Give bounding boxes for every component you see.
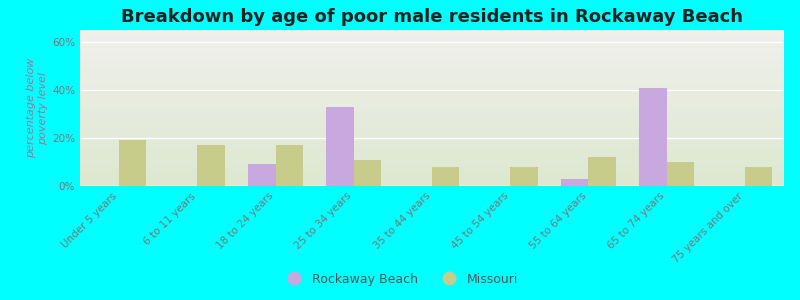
Bar [326,107,354,186]
Bar [745,167,772,186]
Bar [589,157,616,186]
Legend: Rockaway Beach, Missouri: Rockaway Beach, Missouri [277,268,523,291]
Bar [510,167,538,186]
Bar [119,140,146,186]
Bar [639,88,666,186]
Bar [248,164,275,186]
Y-axis label: percentage below
poverty level: percentage below poverty level [26,58,48,158]
Bar [354,160,381,186]
Bar [666,162,694,186]
Title: Breakdown by age of poor male residents in Rockaway Beach: Breakdown by age of poor male residents … [121,8,743,26]
Bar [198,145,225,186]
Bar [561,179,589,186]
Bar [432,167,459,186]
Bar [275,145,303,186]
